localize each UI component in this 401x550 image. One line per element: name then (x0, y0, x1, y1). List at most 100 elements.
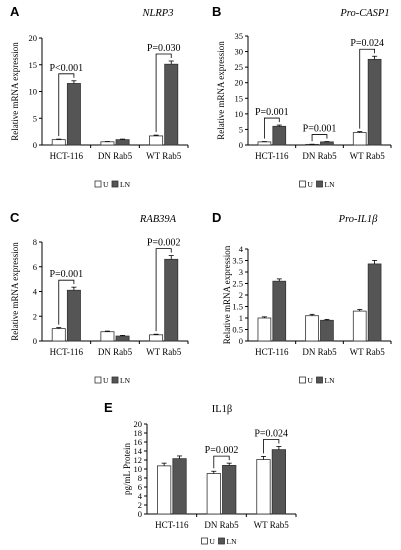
y-tick-label: 1 (239, 313, 243, 323)
bar-u (256, 459, 271, 515)
bar-ln (115, 335, 130, 342)
bar-ln (320, 141, 334, 146)
legend: U LN (299, 180, 336, 189)
bar-ln (272, 280, 287, 342)
y-tick-label: 4 (239, 244, 244, 254)
y-tick-label: 2 (239, 290, 243, 300)
legend-swatch-u (94, 180, 102, 188)
bar-u (305, 315, 319, 342)
y-axis-label: Relative mRNA expression (10, 242, 20, 341)
y-tick-label: 20 (134, 419, 143, 429)
y-tick-label: 12 (134, 455, 143, 465)
x-category-label: WT Rab5 (146, 151, 182, 161)
bar-ln (272, 125, 287, 146)
bar-u (149, 135, 164, 146)
p-value-label: P=0.001 (303, 124, 337, 135)
panel-d: D Pro-IL1β Relative mRNA expression 00.5 11.… (212, 210, 392, 385)
legend-label-u: U (103, 180, 109, 189)
p-value-label: P=0.001 (255, 107, 289, 118)
panel-letter: A (10, 4, 20, 19)
legend-swatch-u (299, 180, 306, 188)
legend-swatch-u (299, 376, 306, 384)
legend-label-ln: LN (227, 537, 238, 546)
y-tick-label: 4 (138, 491, 143, 501)
panel-c: C RAB39A Relative mRNA expression 0 2 4 6 8 HCT-… (10, 210, 189, 385)
bar-u (352, 310, 367, 342)
y-tick-label: 30 (235, 47, 244, 57)
legend-swatch-ln (218, 537, 225, 545)
y-tick-label: 25 (235, 62, 244, 72)
y-tick-label: 15 (235, 93, 244, 103)
p-value-label: P=0.002 (147, 238, 181, 249)
legend-label-ln: LN (325, 180, 336, 189)
y-tick-label: 10 (235, 109, 244, 119)
significance-bracket (58, 73, 75, 137)
bar-ln (164, 258, 179, 342)
y-tick-label: 10 (134, 464, 143, 474)
bar-u (100, 141, 115, 146)
bar-ln (164, 63, 179, 146)
x-category-label: WT Rab5 (146, 347, 182, 357)
legend: U LN (299, 376, 336, 385)
legend-label-ln: LN (120, 180, 131, 189)
panel-b: B Pro-CASP1 Relative mRNA expression 0 5 10 15… (212, 4, 392, 189)
y-tick-label: 0.5 (232, 325, 243, 335)
legend-label-ln: LN (325, 376, 336, 385)
y-axis-label: pg/mL Protein (122, 443, 132, 495)
bar-u (100, 331, 115, 342)
legend-swatch-ln (111, 180, 119, 188)
bar-u (51, 328, 66, 342)
bar-u (206, 473, 221, 515)
legend-label-u: U (210, 537, 216, 546)
bar-ln (320, 319, 334, 342)
legend-label-ln: LN (120, 376, 131, 385)
x-category-label: WT Rab5 (350, 151, 386, 161)
panel-a: A NLRP3 Relative mRNA expression 0 5 10 15 20 HC… (10, 4, 189, 189)
y-tick-label: 1.5 (232, 302, 243, 312)
p-value-label: P=0.030 (147, 43, 181, 54)
legend-swatch-ln (111, 376, 119, 384)
x-category-label: DN Rab5 (302, 347, 337, 357)
x-category-label: WT Rab5 (254, 520, 290, 530)
legend-label-u: U (308, 376, 314, 385)
y-tick-label: 8 (33, 237, 37, 247)
y-tick-label: 6 (138, 482, 142, 492)
bar-ln (172, 458, 187, 515)
y-tick-label: 18 (134, 428, 143, 438)
x-category-label: HCT-116 (255, 347, 289, 357)
panel-letter: D (212, 210, 221, 225)
legend: U LN (94, 376, 131, 385)
y-tick-label: 0 (239, 140, 243, 150)
legend-swatch-ln (316, 376, 323, 384)
bar-ln (367, 58, 382, 146)
panel-title: Pro-CASP1 (339, 8, 389, 19)
y-tick-label: 10 (29, 87, 38, 97)
bar-ln (66, 83, 81, 146)
panel-title: RAB39A (139, 214, 177, 225)
y-axis-label: Relative mRNA expression (10, 42, 20, 141)
x-category-label: HCT-116 (255, 151, 289, 161)
panel-title: IL1β (212, 404, 233, 415)
y-tick-label: 15 (29, 60, 38, 70)
legend-label-u: U (308, 180, 314, 189)
y-tick-label: 20 (235, 78, 244, 88)
y-tick-label: 0 (239, 336, 243, 346)
p-value-label: P=0.001 (49, 269, 83, 280)
p-value-label: P=0.024 (254, 429, 288, 440)
legend: U LN (201, 537, 238, 546)
y-tick-label: 2 (138, 500, 142, 510)
significance-bracket (213, 455, 230, 469)
x-category-label: HCT-116 (155, 520, 189, 530)
bar-ln (222, 464, 237, 515)
panel-title: NLRP3 (142, 8, 174, 19)
y-tick-label: 14 (134, 446, 143, 456)
y-axis-label: Relative mRNA expression (216, 41, 226, 140)
bar-u (157, 465, 172, 515)
p-value-label: P=0.024 (350, 38, 384, 49)
legend-swatch-u (201, 537, 208, 545)
x-category-label: DN Rab5 (98, 151, 133, 161)
y-tick-label: 8 (138, 473, 142, 483)
significance-bracket (263, 439, 280, 454)
panel-letter: B (212, 4, 221, 19)
bar-u (257, 317, 272, 342)
